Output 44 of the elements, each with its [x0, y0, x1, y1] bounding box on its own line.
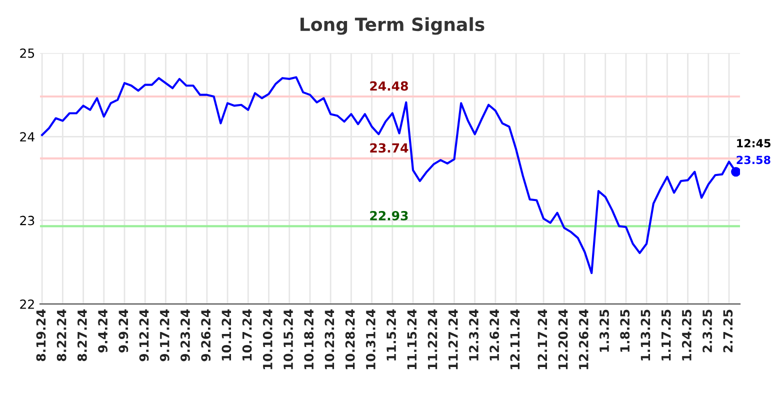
- x-tick-label: 1.3.25: [600, 310, 609, 352]
- x-tick-label: 2.3.25: [702, 310, 712, 352]
- x-tick-label: 8.22.24: [56, 309, 66, 362]
- x-tick-label: 12.3.24: [469, 309, 478, 360]
- x-tick-label: 10.1.24: [222, 309, 232, 360]
- y-tick-label: 25: [20, 48, 34, 58]
- x-tick-label: 11.27.24: [448, 309, 458, 370]
- x-tick-label: 11.15.24: [407, 309, 417, 370]
- x-tick-label: 1.24.25: [682, 310, 692, 360]
- x-tick-label: 12.11.24: [510, 309, 520, 370]
- x-tick-label: 8.19.24: [36, 309, 46, 362]
- x-tick-label: 9.12.24: [139, 309, 149, 362]
- x-tick-label: 12.20.24: [558, 309, 568, 370]
- x-tick-label: 8.27.24: [77, 309, 87, 362]
- x-tick-label: 10.10.24: [262, 309, 272, 370]
- ref-line-label: 22.93: [370, 210, 408, 220]
- y-tick-label: 24: [20, 132, 34, 142]
- annotation: 12:45: [737, 139, 770, 148]
- chart-title: Long Term Signals: [300, 17, 484, 35]
- x-tick-label: 2.7.25: [723, 310, 733, 352]
- x-tick-label: 9.17.24: [160, 309, 170, 362]
- x-tick-label: 1.8.25: [620, 310, 630, 352]
- ref-line-label: 23.74: [370, 143, 408, 153]
- x-tick-label: 10.18.24: [304, 309, 314, 370]
- x-tick-label: 10.7.24: [242, 309, 252, 360]
- x-tick-label: 9.26.24: [201, 309, 211, 362]
- x-tick-label: 10.31.24: [366, 309, 376, 370]
- x-tick-label: 12.17.24: [538, 309, 547, 370]
- x-tick-label: 10.23.24: [324, 309, 334, 370]
- x-tick-label: 1.13.25: [640, 310, 650, 360]
- annotation: 23.58: [736, 156, 770, 164]
- x-tick-label: 12.6.24: [490, 309, 500, 360]
- x-tick-label: 11.5.24: [386, 309, 396, 360]
- x-tick-label: 9.23.24: [180, 309, 190, 362]
- ref-line-label: 24.48: [370, 81, 408, 91]
- y-tick-label: 22: [20, 299, 34, 309]
- x-tick-label: 1.17.25: [661, 310, 671, 360]
- x-tick-label: 10.28.24: [345, 309, 355, 370]
- y-tick-label: 23: [20, 216, 34, 226]
- x-tick-label: 9.4.24: [98, 309, 108, 352]
- x-tick-label: 10.15.24: [284, 309, 293, 370]
- x-tick-label: 12.26.24: [578, 309, 588, 370]
- x-tick-label: 9.9.24: [118, 309, 128, 352]
- x-tick-label: 11.22.24: [428, 309, 438, 370]
